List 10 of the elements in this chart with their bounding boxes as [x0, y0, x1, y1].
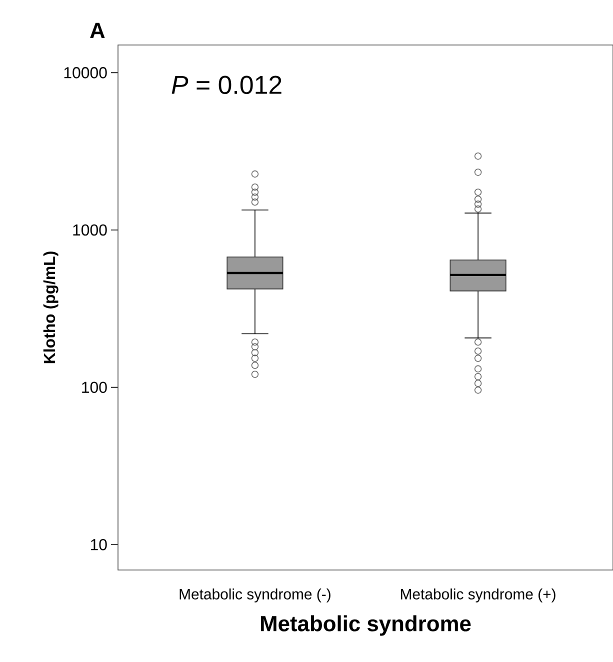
y-tick-label: 10000 [64, 67, 107, 78]
annotation: P = 0.012 [172, 76, 282, 94]
y-tick-label: 100 [82, 382, 107, 393]
chart-title: A [90, 22, 105, 38]
y-tick-label: 10 [90, 539, 107, 550]
x-tick-label: Metabolic syndrome (+) [400, 588, 556, 602]
y-axis-title: Klotho (pg/mL) [43, 252, 58, 364]
x-tick-label: Metabolic syndrome (-) [180, 588, 330, 602]
y-tick-label: 1000 [73, 224, 107, 236]
x-axis-title: Metabolic syndrome [261, 615, 471, 636]
